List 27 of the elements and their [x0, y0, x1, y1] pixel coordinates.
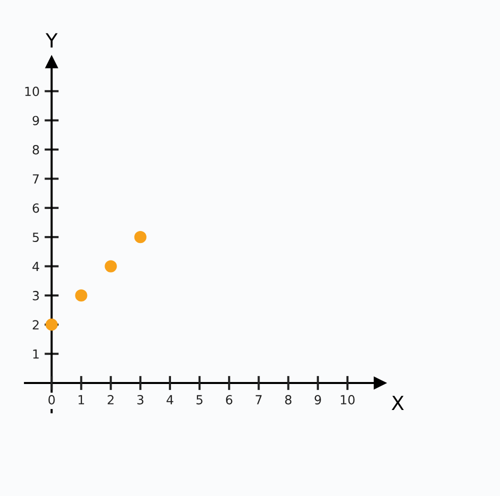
x-tick-label: 0	[48, 395, 55, 404]
point	[75, 289, 88, 302]
y-axis-title: Y	[46, 33, 58, 48]
y-tick-label: 6	[32, 203, 40, 213]
x-tick-label: 9	[314, 395, 321, 404]
y-tick-label: 1	[33, 349, 39, 359]
x-tick-label: 5	[196, 395, 202, 404]
y-tick-label: 4	[32, 262, 40, 272]
x-axis-title: X	[392, 396, 404, 410]
y-tick-label: 2	[32, 320, 39, 330]
x-tick-label: 8	[285, 395, 292, 404]
point	[104, 260, 117, 272]
x-tick-label: 4	[166, 395, 174, 404]
x-tick-label: 6	[226, 395, 232, 404]
point	[46, 318, 58, 331]
y-tick-label: 10	[25, 86, 39, 96]
x-tick-label: 1	[78, 395, 84, 404]
x-tick-label: 2	[108, 395, 114, 404]
y-tick-label: 8	[32, 145, 39, 154]
x-tick-label: 3	[137, 395, 144, 404]
x-tick-label: 7	[256, 395, 262, 404]
y-tick-label: 7	[32, 174, 39, 184]
point	[134, 231, 146, 244]
y-tick-label: 5	[32, 232, 39, 242]
x-tick-label: 10	[340, 395, 355, 404]
y-tick-label: 3	[32, 290, 39, 300]
y-tick-label: 9	[32, 116, 39, 126]
